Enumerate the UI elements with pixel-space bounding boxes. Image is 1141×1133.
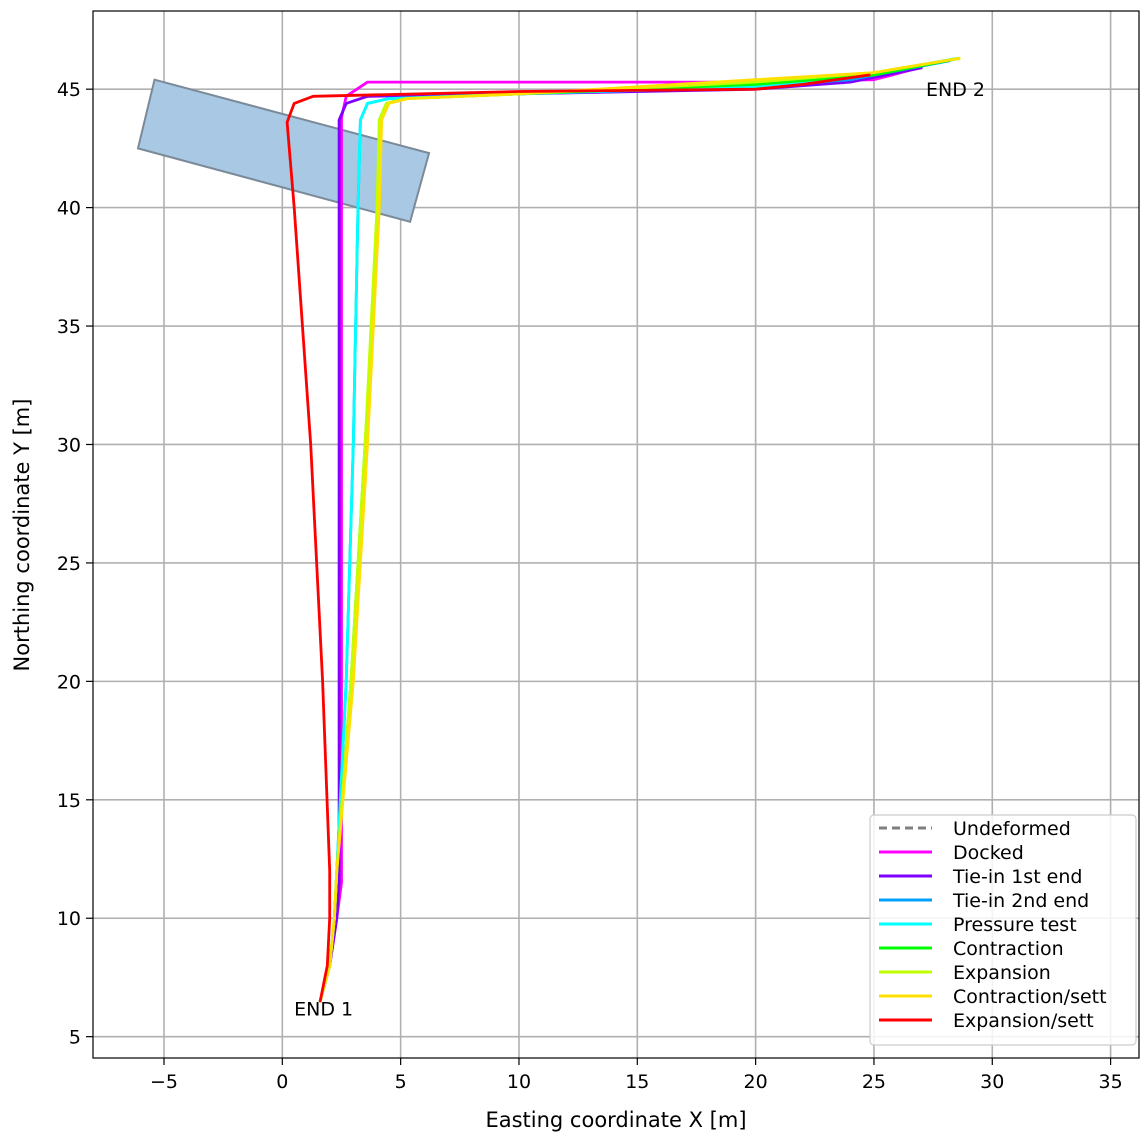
series-line-8 — [285, 73, 871, 1003]
legend-label: Docked — [953, 842, 1024, 864]
ticks: −5 0 5 10 15 20 25 30 35 5 10 15 20 25 30 35 40 45 — [57, 79, 1123, 1093]
y-tick-label: 45 — [57, 79, 81, 101]
y-tick-label: 15 — [57, 790, 81, 812]
annotation-layer: END 1 END 2 — [294, 79, 985, 1020]
x-tick-label: 10 — [507, 1071, 531, 1093]
legend-label: Undeformed — [953, 818, 1071, 840]
legend-box — [869, 814, 1137, 1046]
legend-label: Pressure test — [953, 914, 1077, 936]
x-tick-label: −5 — [150, 1071, 178, 1093]
x-tick-label: 5 — [395, 1071, 407, 1093]
x-tick-label: 25 — [862, 1071, 886, 1093]
legend-label: Tie-in 1st end — [952, 866, 1082, 888]
y-tick-label: 40 — [57, 198, 81, 220]
legend-label: Tie-in 2nd end — [952, 890, 1089, 912]
y-tick-label: 30 — [57, 434, 81, 456]
x-tick-label: 20 — [744, 1071, 768, 1093]
plot-frame — [92, 10, 1140, 1059]
y-tick-label: 5 — [69, 1027, 81, 1049]
annotation-label: END 1 — [294, 998, 353, 1020]
legend-label: Contraction/sett — [953, 986, 1107, 1008]
y-tick-label: 25 — [57, 553, 81, 575]
series-layer — [285, 57, 961, 1003]
x-tick-label: 30 — [980, 1071, 1004, 1093]
y-tick-label: 10 — [57, 908, 81, 930]
series-line-7 — [318, 57, 961, 1003]
structure-layer — [136, 78, 431, 224]
x-axis-label: Easting coordinate X [m] — [485, 1108, 746, 1132]
structure-rectangle — [136, 78, 431, 224]
legend-label: Expansion/sett — [953, 1010, 1094, 1032]
legend-label: Contraction — [953, 938, 1064, 960]
y-tick-label: 20 — [57, 671, 81, 693]
x-tick-label: 0 — [276, 1071, 288, 1093]
y-tick-label: 35 — [57, 316, 81, 338]
x-tick-label: 35 — [1099, 1071, 1123, 1093]
legend-label: Expansion — [953, 962, 1051, 984]
x-tick-label: 15 — [625, 1071, 649, 1093]
annotation-label: END 2 — [926, 79, 985, 101]
y-axis-label: Northing coordinate Y [m] — [10, 399, 34, 672]
